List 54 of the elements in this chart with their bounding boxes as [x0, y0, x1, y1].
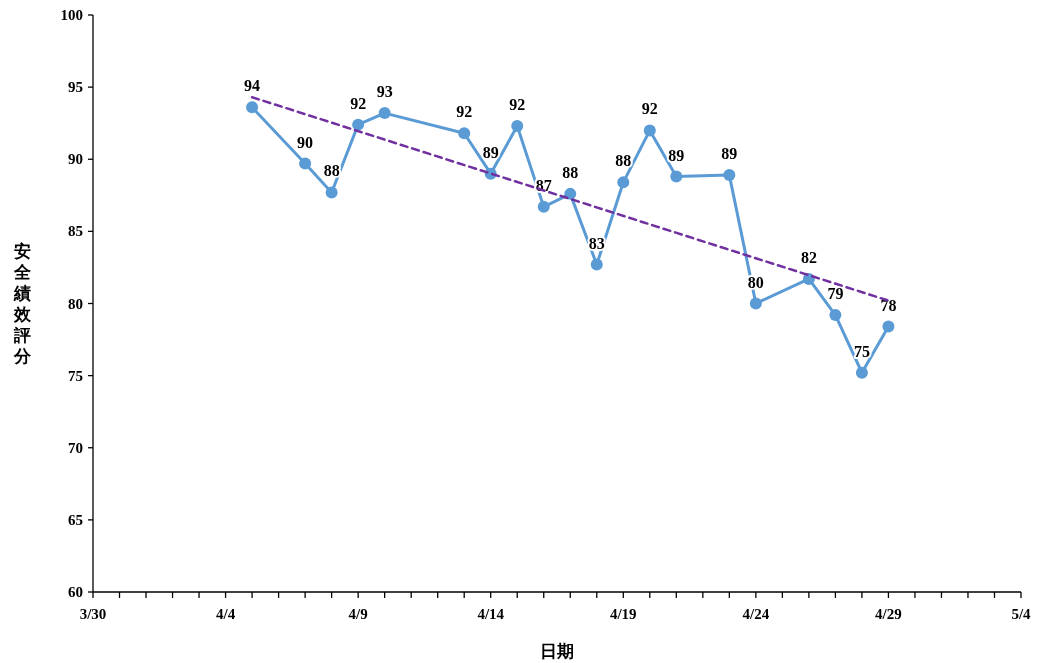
x-tick-label: 4/14	[477, 606, 505, 622]
point	[246, 101, 259, 114]
y-tick-label: 75	[68, 367, 83, 384]
point	[670, 170, 683, 183]
data-label: 75	[853, 342, 870, 360]
x-tick-label: 5/4	[1011, 606, 1032, 622]
point	[590, 258, 603, 271]
point	[829, 309, 842, 322]
y-tick-label: 80	[68, 295, 83, 312]
x-tick-label: 4/9	[348, 606, 368, 622]
y-tick-label: 95	[68, 79, 83, 96]
data-label: 88	[615, 152, 632, 170]
x-tick-label: 4/19	[609, 606, 637, 622]
point	[882, 320, 895, 333]
data-label: 88	[562, 163, 579, 181]
y-axis-title: 安全績效評分	[12, 242, 32, 366]
point	[617, 176, 630, 189]
x-axis-title: 日期	[540, 642, 574, 661]
data-label: 92	[350, 94, 367, 112]
x-tick-label: 4/4	[215, 606, 236, 622]
data-label: 92	[456, 103, 473, 121]
y-tick-label: 65	[68, 511, 83, 528]
point	[511, 120, 524, 133]
point	[299, 157, 312, 170]
data-label: 92	[509, 96, 526, 114]
point	[378, 107, 391, 120]
point	[352, 118, 365, 131]
y-tick-label: 60	[68, 584, 83, 600]
data-label: 94	[244, 77, 261, 95]
data-label: 89	[668, 146, 685, 164]
data-label: 78	[880, 296, 897, 314]
data-label: 79	[827, 285, 844, 303]
y-tick-label: 90	[68, 151, 83, 168]
point	[749, 297, 762, 310]
data-label: 93	[376, 83, 393, 101]
point	[723, 169, 736, 182]
data-label: 82	[800, 248, 817, 266]
point	[643, 124, 656, 137]
y-tick-label: 85	[68, 223, 83, 240]
data-label: 92	[641, 100, 658, 118]
data-label: 89	[482, 143, 499, 161]
y-tick-label: 100	[60, 7, 83, 23]
data-label: 90	[297, 133, 314, 151]
y-tick-label: 70	[68, 439, 83, 456]
x-tick-label: 4/24	[742, 606, 770, 622]
data-label: 88	[323, 162, 340, 180]
point	[855, 366, 868, 379]
point	[564, 187, 577, 200]
point	[325, 186, 338, 199]
data-label: 89	[721, 145, 738, 163]
point	[537, 200, 550, 213]
point	[458, 127, 471, 140]
x-tick-label: 4/29	[875, 606, 902, 622]
x-tick-label: 3/30	[79, 606, 107, 622]
